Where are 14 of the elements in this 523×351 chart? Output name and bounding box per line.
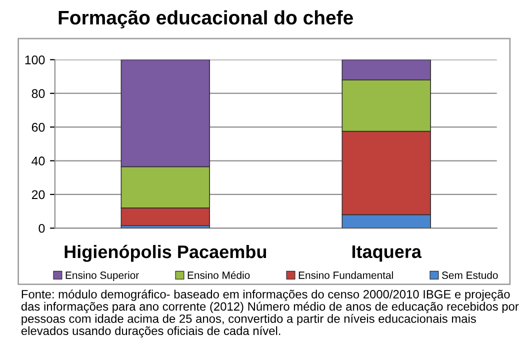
- y-tick-label: 100: [25, 55, 45, 64]
- y-tick-label: 60: [32, 122, 45, 132]
- x-tick-label: Higienópolis Pacaembu: [64, 244, 266, 262]
- x-tick-label: Itaquera: [352, 245, 422, 262]
- chart-title: Formação educacional do chefe: [58, 10, 353, 28]
- source-note: Fonte: módulo demográfico- baseado em informações do censo 2000/2010 IBGE e projeção das informações para ano corrente (2012) Número médio de anos de educação recebidos por pessoas com idade acima de 25 anos, convertido a partir de níveis educacionais mais elevados usando durações oficiais de cada nível.: [21, 290, 519, 338]
- legend-label: Sem Estudo: [442, 271, 498, 279]
- y-tick-label: 0: [38, 224, 45, 233]
- legend-label: Ensino Superior: [66, 271, 139, 281]
- y-tick-label: 40: [32, 156, 45, 166]
- legend-label: Ensino Médio: [188, 271, 250, 279]
- legend-label: Ensino Fundamental: [298, 271, 393, 279]
- y-tick-label: 80: [32, 89, 45, 98]
- y-tick-label: 20: [32, 190, 45, 200]
